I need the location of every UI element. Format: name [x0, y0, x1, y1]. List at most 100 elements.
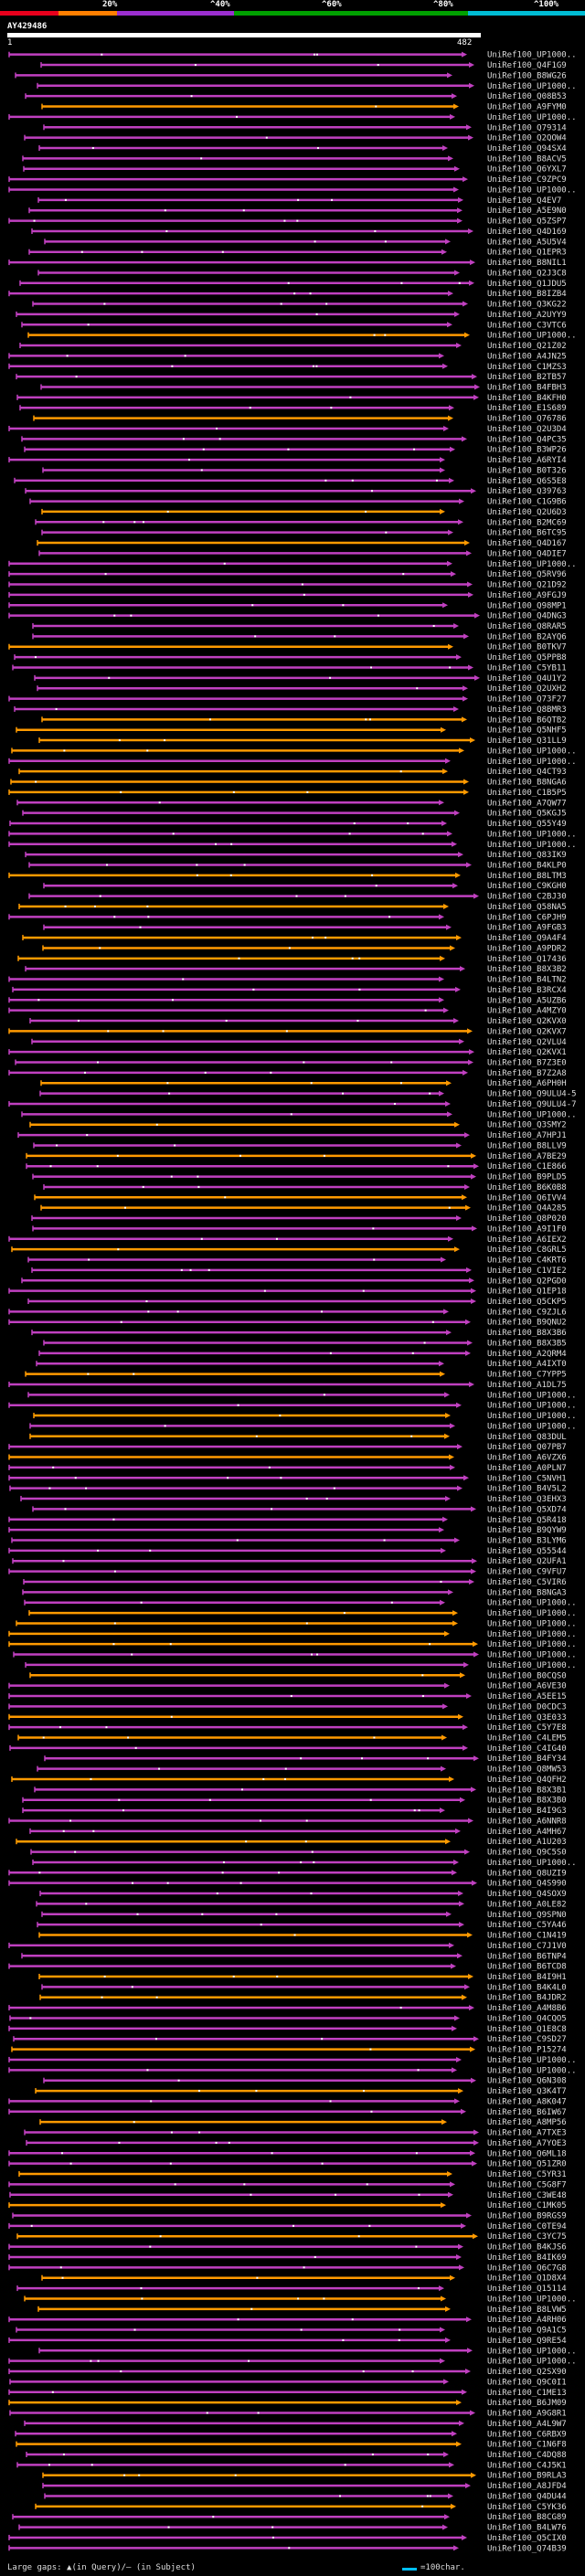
hit-label[interactable]: UniRef100_A9FGJ9	[487, 591, 567, 600]
hit-row[interactable]: UniRef100_Q4PC35	[21, 435, 567, 444]
hit-label[interactable]: UniRef100_Q2QOW4	[487, 134, 567, 143]
hit-row[interactable]: UniRef100_B8X3B1	[34, 1786, 567, 1795]
hit-row[interactable]: UniRef100_Q4F1G9	[40, 61, 567, 70]
hit-row[interactable]: UniRef100_B4LW76	[18, 2524, 567, 2533]
hit-row[interactable]: UniRef100_Q2J3C8	[37, 269, 567, 278]
hit-label[interactable]: UniRef100_Q2J3C8	[487, 269, 567, 278]
hit-row[interactable]: UniRef100_Q74B39	[8, 2544, 567, 2553]
hit-label[interactable]: UniRef100_Q2KVX0	[487, 1017, 567, 1026]
hit-label[interactable]: UniRef100_UP1000..	[487, 2056, 577, 2065]
hit-row[interactable]: UniRef100_B6JM09	[8, 2399, 567, 2408]
hit-row[interactable]: UniRef100_A9I1F0	[32, 1224, 567, 1234]
hit-row[interactable]: UniRef100_A4JN25	[8, 352, 567, 361]
hit-row[interactable]: UniRef100_C2BJ30	[28, 893, 567, 902]
hit-label[interactable]: UniRef100_UP1000..	[487, 1599, 577, 1608]
hit-label[interactable]: UniRef100_Q31LL9	[487, 737, 567, 746]
hit-row[interactable]: UniRef100_B9RGS9	[12, 2211, 567, 2221]
hit-row[interactable]: UniRef100_C7J1V0	[8, 1942, 567, 1951]
hit-label[interactable]: UniRef100_B4V5L2	[487, 1485, 567, 1494]
hit-row[interactable]: UniRef100_UP1000..	[8, 2056, 577, 2065]
hit-row[interactable]: UniRef100_B8ACV5	[22, 154, 567, 164]
hit-label[interactable]: UniRef100_B8X3B5	[487, 1339, 567, 1348]
hit-row[interactable]: UniRef100_UP1000..	[8, 1630, 577, 1639]
hit-label[interactable]: UniRef100_Q2UXH2	[487, 684, 567, 694]
hit-row[interactable]: UniRef100_UP1000..	[8, 186, 577, 195]
hit-row[interactable]: UniRef100_Q5KGJ5	[22, 810, 567, 819]
hit-label[interactable]: UniRef100_Q2SX90	[487, 2368, 567, 2377]
hit-label[interactable]: UniRef100_B8X3B2	[487, 965, 567, 974]
hit-row[interactable]: UniRef100_Q2SX90	[8, 2368, 567, 2377]
hit-label[interactable]: UniRef100_A7BE29	[487, 1152, 567, 1161]
hit-label[interactable]: UniRef100_B3LYM6	[487, 1536, 567, 1545]
hit-row[interactable]: UniRef100_C7YPP5	[25, 1371, 567, 1380]
hit-label[interactable]: UniRef100_B8X3B1	[487, 1786, 567, 1795]
hit-row[interactable]: UniRef100_B8LTM3	[8, 872, 567, 881]
hit-label[interactable]: UniRef100_B6TCD8	[487, 1963, 567, 1972]
hit-label[interactable]: UniRef100_Q5CIX0	[487, 2534, 567, 2543]
hit-label[interactable]: UniRef100_A6IEX2	[487, 1235, 567, 1245]
hit-row[interactable]: UniRef100_C1MK05	[8, 2201, 567, 2210]
hit-label[interactable]: UniRef100_UP1000..	[487, 1412, 577, 1421]
hit-label[interactable]: UniRef100_A7YOE3	[487, 2139, 567, 2148]
hit-label[interactable]: UniRef100_Q4EV7	[487, 196, 561, 206]
hit-row[interactable]: UniRef100_C1ME13	[8, 2389, 567, 2398]
hit-row[interactable]: UniRef100_A2UYY9	[16, 311, 567, 320]
hit-row[interactable]: UniRef100_P15274	[11, 2046, 567, 2055]
hit-label[interactable]: UniRef100_A4MZY0	[487, 1007, 567, 1016]
hit-label[interactable]: UniRef100_Q73F27	[487, 695, 567, 705]
hit-label[interactable]: UniRef100_C2BJ30	[487, 893, 567, 902]
hit-row[interactable]: UniRef100_UP1000..	[21, 1110, 577, 1119]
hit-label[interactable]: UniRef100_B4JDR2	[487, 1994, 567, 2003]
hit-label[interactable]: UniRef100_Q94SX4	[487, 144, 567, 154]
hit-label[interactable]: UniRef100_Q6ML18	[487, 2149, 567, 2158]
hit-label[interactable]: UniRef100_A6VZX6	[487, 1454, 567, 1463]
hit-label[interactable]: UniRef100_Q4D167	[487, 539, 567, 548]
hit-row[interactable]: UniRef100_A9FYM0	[41, 103, 567, 112]
hit-label[interactable]: UniRef100_Q6N308	[487, 2077, 567, 2086]
hit-row[interactable]: UniRef100_Q9C0I1	[9, 2378, 567, 2387]
hit-row[interactable]: UniRef100_B8LLV9	[33, 1141, 567, 1150]
hit-row[interactable]: UniRef100_C5VIR6	[23, 1578, 567, 1587]
hit-label[interactable]: UniRef100_C9ZPC9	[487, 175, 567, 185]
hit-row[interactable]: UniRef100_Q4DU44	[44, 2492, 567, 2501]
hit-label[interactable]: UniRef100_Q5ZSP7	[487, 217, 567, 227]
hit-label[interactable]: UniRef100_Q74B39	[487, 2544, 567, 2553]
hit-label[interactable]: UniRef100_B4K4L0	[487, 1983, 567, 1992]
hit-row[interactable]: UniRef100_B7Z2A8	[8, 1069, 567, 1078]
hit-label[interactable]: UniRef100_Q79314	[487, 123, 567, 133]
hit-row[interactable]: UniRef100_B6TC95	[41, 529, 567, 538]
hit-row[interactable]: UniRef100_Q9ULU4-5	[39, 1090, 577, 1099]
hit-row[interactable]: UniRef100_A4M8B6	[8, 2004, 567, 2013]
hit-label[interactable]: UniRef100_B8LVW5	[487, 2306, 567, 2315]
hit-row[interactable]: UniRef100_B3RCX4	[12, 986, 567, 995]
hit-row[interactable]: UniRef100_Q9A4F4	[22, 934, 567, 943]
hit-label[interactable]: UniRef100_A0LE82	[487, 1900, 567, 1909]
hit-label[interactable]: UniRef100_C1E866	[487, 1162, 567, 1171]
hit-label[interactable]: UniRef100_Q4CQO5	[487, 2014, 567, 2023]
hit-row[interactable]: UniRef100_Q4DNG3	[8, 612, 567, 621]
hit-label[interactable]: UniRef100_C3WE48	[487, 2191, 567, 2200]
hit-row[interactable]: UniRef100_A5E9N0	[28, 207, 567, 216]
hit-row[interactable]: UniRef100_Q1EPR3	[28, 249, 567, 258]
hit-label[interactable]: UniRef100_Q9C5S0	[487, 1849, 567, 1858]
hit-row[interactable]: UniRef100_B3WP26	[24, 446, 567, 455]
hit-label[interactable]: UniRef100_Q4A285	[487, 1204, 567, 1214]
hit-label[interactable]: UniRef100_A9I1F0	[487, 1224, 567, 1234]
hit-label[interactable]: UniRef100_Q4CT93	[487, 768, 567, 777]
hit-row[interactable]: UniRef100_A9PDR2	[42, 944, 567, 953]
hit-row[interactable]: UniRef100_A4IXT0	[36, 1360, 567, 1369]
hit-row[interactable]: UniRef100_B9RLA3	[42, 2472, 567, 2481]
hit-row[interactable]: UniRef100_C5Y7E8	[8, 1723, 567, 1733]
hit-label[interactable]: UniRef100_Q3SMY2	[487, 1121, 567, 1130]
hit-label[interactable]: UniRef100_B4LW76	[487, 2524, 567, 2533]
hit-row[interactable]: UniRef100_C1N419	[38, 1932, 567, 1941]
hit-label[interactable]: UniRef100_C1N6F8	[487, 2441, 567, 2450]
hit-label[interactable]: UniRef100_B8LLV9	[487, 1141, 567, 1150]
hit-row[interactable]: UniRef100_UP1000..	[25, 1661, 577, 1670]
hit-label[interactable]: UniRef100_B8X3B0	[487, 1797, 567, 1806]
hit-row[interactable]: UniRef100_Q21Z02	[19, 342, 567, 351]
hit-label[interactable]: UniRef100_UP1000..	[487, 1402, 577, 1411]
hit-row[interactable]: UniRef100_Q5XD74	[32, 1505, 567, 1514]
hit-label[interactable]: UniRef100_Q17436	[487, 955, 567, 964]
hit-label[interactable]: UniRef100_UP1000..	[487, 1422, 577, 1431]
